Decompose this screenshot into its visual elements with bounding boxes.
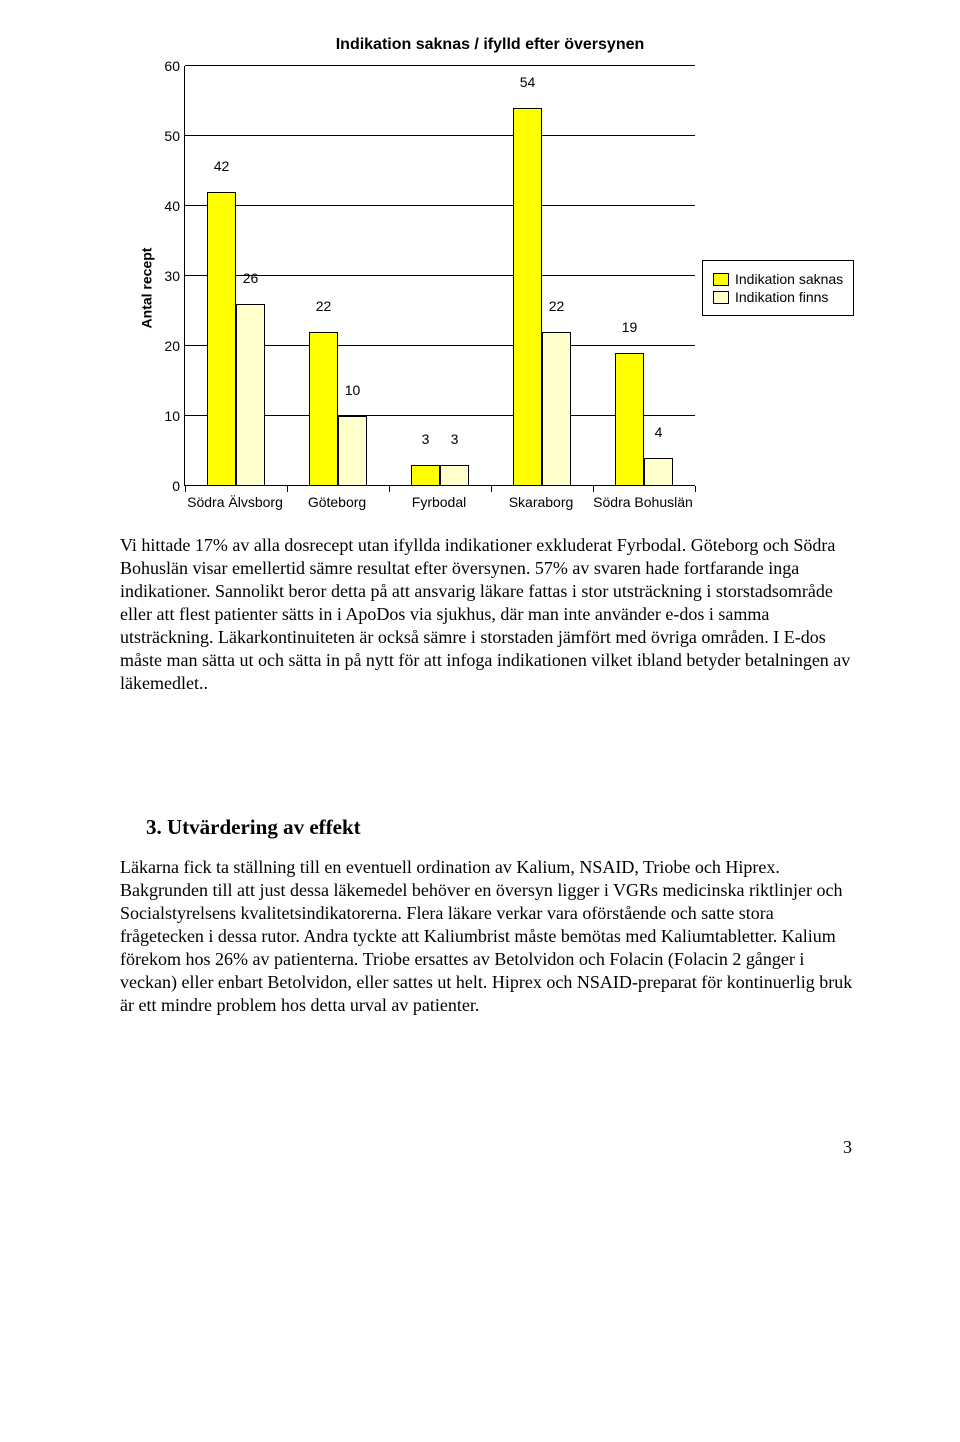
paragraph-2: Läkarna fick ta ställning till en eventu…: [120, 856, 860, 1017]
legend-label: Indikation finns: [735, 289, 828, 305]
x-tick-label: Fyrbodal: [388, 494, 490, 510]
y-tick: 10: [164, 408, 180, 424]
bar: [542, 332, 571, 486]
y-tick: 40: [164, 198, 180, 214]
y-tick: 0: [172, 478, 180, 494]
page-number: 3: [120, 1137, 860, 1158]
bar: [338, 416, 367, 486]
legend-label: Indikation saknas: [735, 271, 843, 287]
legend-swatch: [713, 273, 729, 286]
bar-value-label: 4: [655, 424, 663, 440]
chart-title: Indikation saknas / ifylld efter översyn…: [120, 36, 860, 54]
bar: [644, 458, 673, 486]
section-heading: 3. Utvärdering av effekt: [146, 815, 860, 840]
legend-swatch: [713, 291, 729, 304]
bar: [236, 304, 265, 486]
group-tick: [593, 486, 594, 492]
x-axis-labels: Södra ÄlvsborgGöteborgFyrbodalSkaraborgS…: [184, 494, 694, 510]
plot-area: 42 26 22 10 3 3 54 22 19 4: [184, 66, 695, 486]
x-tick-label: Skaraborg: [490, 494, 592, 510]
x-tick-label: Södra Bohuslän: [592, 494, 694, 510]
bar-value-label: 10: [345, 382, 361, 398]
group-tick: [491, 486, 492, 492]
gridline: [185, 135, 695, 136]
page: Indikation saknas / ifylld efter översyn…: [0, 0, 960, 1198]
y-tick: 20: [164, 338, 180, 354]
group-tick: [287, 486, 288, 492]
gridline: [185, 65, 695, 66]
group-tick: [389, 486, 390, 492]
y-tick: 50: [164, 128, 180, 144]
bar-value-label: 54: [520, 74, 536, 90]
bar-value-label: 19: [622, 319, 638, 335]
bar-value-label: 22: [549, 298, 565, 314]
plot-wrap: 42 26 22 10 3 3 54 22 19 4 Södra ÄlvsborgGöteborg…: [184, 66, 694, 510]
bar-value-label: 3: [422, 431, 430, 447]
chart-container: Indikation saknas / ifylld efter översyn…: [120, 36, 860, 510]
bar: [309, 332, 338, 486]
bar: [513, 108, 542, 486]
legend-item: Indikation finns: [713, 289, 843, 305]
y-tick: 30: [164, 268, 180, 284]
bar-value-label: 22: [316, 298, 332, 314]
bar-value-label: 3: [451, 431, 459, 447]
group-tick: [695, 486, 696, 492]
legend: Indikation saknas Indikation finns: [702, 260, 854, 316]
bar-value-label: 26: [243, 270, 259, 286]
paragraph-1: Vi hittade 17% av alla dosrecept utan if…: [120, 534, 860, 695]
gridline: [185, 275, 695, 276]
bar: [440, 465, 469, 486]
y-axis-ticks: 0102030405060: [148, 66, 184, 486]
y-axis-label-col: Antal recept: [120, 66, 148, 510]
y-tick: 60: [164, 58, 180, 74]
bar: [411, 465, 440, 486]
group-tick: [185, 486, 186, 492]
x-tick-label: Göteborg: [286, 494, 388, 510]
x-tick-label: Södra Älvsborg: [184, 494, 286, 510]
legend-item: Indikation saknas: [713, 271, 843, 287]
gridline: [185, 205, 695, 206]
chart: Antal recept 0102030405060 4226221033542…: [120, 66, 860, 510]
bar-value-label: 42: [214, 158, 230, 174]
bar: [207, 192, 236, 486]
bar: [615, 353, 644, 486]
